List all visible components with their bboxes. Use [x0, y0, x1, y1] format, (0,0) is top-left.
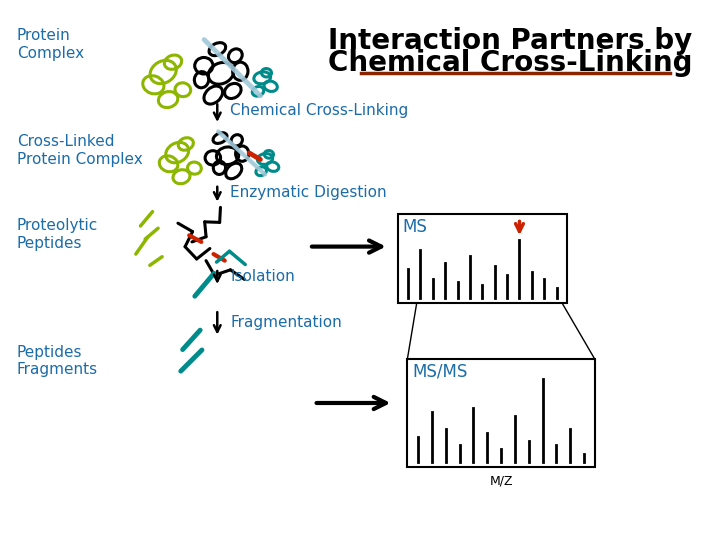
- Bar: [408, 359, 595, 467]
- Text: Proteolytic
Peptides: Proteolytic Peptides: [17, 219, 98, 251]
- Text: Chemical Cross-Linking: Chemical Cross-Linking: [328, 49, 693, 77]
- Text: Cross-Linked
Protein Complex: Cross-Linked Protein Complex: [17, 134, 143, 167]
- Text: M/Z: M/Z: [490, 474, 513, 487]
- Text: Enzymatic Digestion: Enzymatic Digestion: [230, 185, 387, 200]
- Text: Chemical Cross-Linking: Chemical Cross-Linking: [230, 103, 409, 118]
- Text: Peptides
Fragments: Peptides Fragments: [17, 345, 98, 377]
- Text: Isolation: Isolation: [230, 269, 295, 284]
- Text: Fragmentation: Fragmentation: [230, 315, 342, 330]
- Text: MS/MS: MS/MS: [412, 363, 467, 381]
- Text: Protein
Complex: Protein Complex: [17, 29, 84, 61]
- Text: Interaction Partners by: Interaction Partners by: [328, 26, 693, 55]
- Text: MS: MS: [402, 218, 428, 235]
- Bar: [398, 214, 567, 303]
